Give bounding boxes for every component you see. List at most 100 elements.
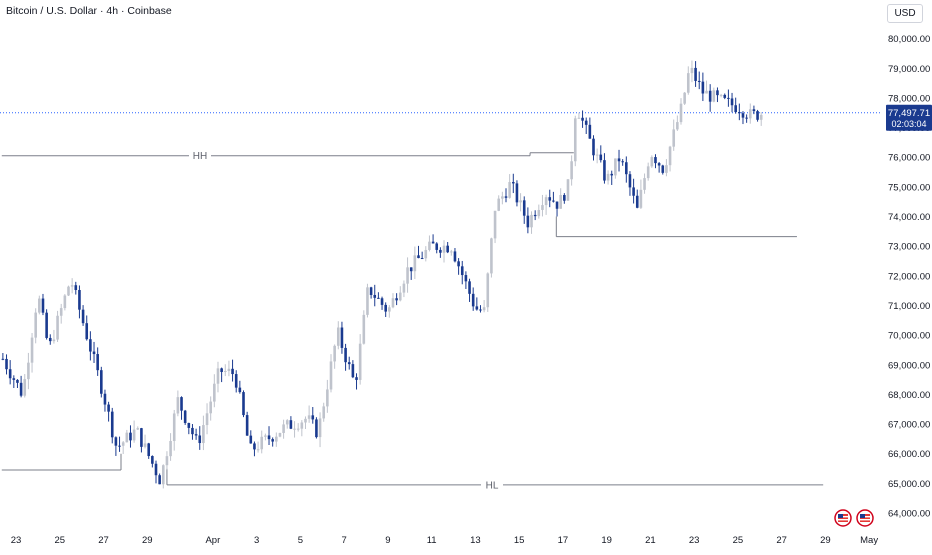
candle-body	[672, 129, 676, 147]
candle-body	[661, 165, 665, 173]
candle-body	[453, 251, 457, 262]
candle-body	[686, 73, 690, 93]
us-flag-icon[interactable]	[834, 509, 852, 527]
candle-body	[296, 428, 300, 430]
candle-body	[515, 183, 519, 203]
x-tick-label: 13	[470, 535, 481, 546]
candle-body	[479, 309, 482, 311]
candle-body	[592, 138, 595, 156]
y-tick-label: 67,000.00	[888, 420, 930, 431]
candle-body	[398, 292, 402, 301]
candle-body	[12, 378, 16, 380]
x-tick-label: 9	[385, 535, 390, 546]
candle-body	[176, 397, 180, 414]
candle-body	[388, 307, 391, 312]
candle-body	[136, 428, 140, 430]
candle-body	[402, 283, 406, 293]
x-tick-label: 7	[341, 535, 346, 546]
candle-body	[326, 389, 329, 407]
candle-body	[169, 440, 172, 457]
candle-body	[110, 411, 114, 438]
flag-stripe	[838, 519, 848, 521]
candle-body	[121, 442, 125, 446]
candle-body	[329, 361, 333, 390]
candle-body	[395, 298, 398, 301]
y-tick-label: 71,000.00	[888, 301, 930, 312]
candle-body	[63, 295, 67, 309]
x-tick-label: 29	[820, 535, 831, 546]
x-tick-label: 11	[427, 535, 437, 546]
currency-button[interactable]: USD	[887, 4, 923, 23]
candle-body	[213, 383, 216, 402]
candle-body	[635, 195, 639, 208]
candle-body	[125, 432, 129, 443]
candle-body	[27, 362, 30, 380]
candle-body	[242, 392, 245, 416]
candle-body	[617, 158, 621, 162]
flag-stripe	[860, 519, 870, 521]
candle-body	[595, 154, 599, 156]
y-tick-label: 73,000.00	[888, 242, 930, 253]
candles	[1, 60, 763, 489]
candle-body	[420, 258, 424, 260]
candle-body	[486, 273, 490, 308]
x-tick-label: 25	[54, 535, 65, 546]
candle-body	[183, 410, 187, 423]
y-tick-label: 78,000.00	[888, 93, 930, 104]
candle-body	[129, 432, 132, 441]
candle-body	[34, 312, 37, 338]
candle-body	[654, 157, 657, 164]
candle-body	[172, 413, 176, 441]
candle-body	[234, 374, 238, 388]
candle-body	[74, 285, 78, 291]
candle-body	[5, 358, 8, 370]
candle-body	[369, 287, 373, 295]
candle-body	[643, 178, 646, 190]
candle-body	[245, 415, 249, 436]
candle-body	[23, 379, 27, 396]
candle-body	[439, 249, 442, 253]
candle-body	[475, 306, 479, 310]
candle-body	[194, 434, 198, 436]
candle-body	[497, 198, 501, 211]
candle-body	[555, 201, 559, 209]
candle-body	[577, 117, 581, 119]
candle-body	[537, 209, 541, 217]
candle-body	[606, 173, 610, 181]
candle-body	[198, 435, 202, 444]
candle-body	[519, 200, 522, 203]
event-markers[interactable]	[834, 509, 874, 527]
candle-body	[114, 437, 118, 446]
candle-body	[719, 94, 723, 96]
candle-body	[727, 97, 730, 99]
candle-body	[566, 179, 570, 201]
candle-body	[187, 422, 191, 428]
candle-body	[355, 377, 358, 380]
candle-body	[161, 465, 165, 485]
candle-body	[81, 309, 85, 324]
x-tick-label: 23	[11, 535, 22, 546]
candle-body	[665, 165, 668, 173]
x-tick-label: 29	[142, 535, 153, 546]
x-tick-label: 21	[645, 535, 656, 546]
us-flag-icon[interactable]	[856, 509, 874, 527]
candle-body	[154, 463, 158, 476]
candle-body	[705, 90, 708, 94]
candle-body	[701, 81, 705, 94]
candle-body	[267, 435, 271, 440]
candle-body	[96, 354, 99, 371]
candle-body	[563, 195, 566, 201]
candle-body	[70, 285, 74, 287]
price-axis[interactable]: 80,000.0079,000.0078,000.0077,000.0076,0…	[888, 34, 930, 519]
candle-body	[493, 210, 497, 239]
y-tick-label: 79,000.00	[888, 64, 930, 75]
candle-body	[16, 379, 19, 383]
candle-body	[450, 251, 453, 253]
time-axis[interactable]: 23 25 27 29 Apr 3 5 7 9 11 13 15 17 19 21 23 25 27 29 May	[11, 535, 879, 546]
candle-body	[511, 182, 515, 184]
last-price-label: 77,497.71	[888, 108, 930, 119]
candle-body	[464, 275, 468, 282]
